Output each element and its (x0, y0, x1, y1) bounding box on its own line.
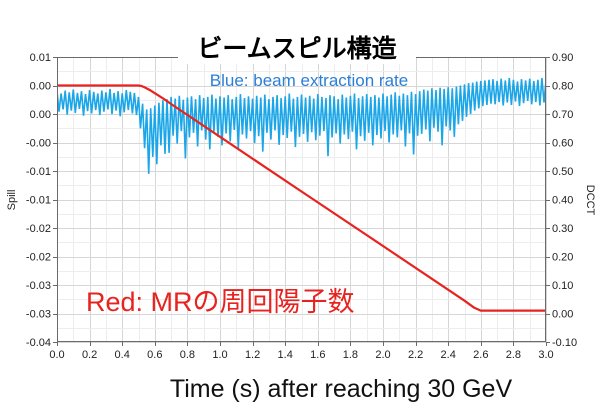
y-right-tick-label: 0.00 (552, 309, 573, 321)
y-right-tick-label: 0.40 (552, 195, 573, 207)
tick-layer: 0.0 0.2 0.4 0.6 0.8 1.0 1.2 1.4 1.6 1.8 2.0 2.2 2.4 2… (26, 52, 577, 361)
y-right-tick-label: 0.70 (552, 109, 573, 121)
dcct-series-line (57, 84, 546, 312)
y-right-tick-label: 0.80 (552, 81, 573, 93)
y-right-tick-label: 0.60 (552, 138, 573, 150)
x-tick-label: 0.0 (49, 349, 64, 361)
title-box (178, 31, 416, 64)
y-left-tick-label: -0.00 (26, 138, 51, 150)
x-tick-label: 0.4 (115, 349, 130, 361)
x-axis-label: Time (s) after reaching 30 GeV (170, 375, 513, 403)
y-left-tick-label: -0.03 (26, 309, 51, 321)
x-tick-label: 0.8 (180, 349, 195, 361)
y-left-tick-label: 0.00 (30, 81, 51, 93)
y-left-tick-label: -0.03 (26, 280, 51, 292)
y-right-tick-label: -0.10 (552, 337, 577, 349)
x-tick-label: 2.8 (506, 349, 521, 361)
x-tick-label: 1.8 (343, 349, 358, 361)
x-tick-label: 2.4 (441, 349, 456, 361)
red-series-note: Red: MRの周回陽子数 (86, 287, 355, 317)
y-left-tick-label: 0.00 (30, 109, 51, 121)
y-left-tick-label: -0.02 (26, 223, 51, 235)
x-tick-label: 2.6 (473, 349, 488, 361)
x-tick-label: 1.2 (245, 349, 260, 361)
x-tick-label: 2.0 (375, 349, 390, 361)
y-right-tick-label: 0.50 (552, 166, 573, 178)
x-tick-label: 2.2 (408, 349, 423, 361)
y-right-tick-label: 0.10 (552, 280, 573, 292)
x-tick-label: 0.6 (147, 349, 162, 361)
series-layer (57, 78, 546, 312)
y-right-axis-label: DCCT (584, 185, 596, 216)
x-tick-label: 0.2 (82, 349, 97, 361)
y-left-tick-label: 0.01 (30, 52, 51, 64)
blue-series-note: Blue: beam extraction rate (210, 71, 408, 90)
chart-title: ビームスピル構造 (197, 35, 396, 63)
x-tick-label: 3.0 (538, 349, 553, 361)
y-left-tick-label: -0.04 (26, 337, 51, 349)
y-left-tick-label: -0.01 (26, 166, 51, 178)
y-right-tick-label: 0.90 (552, 52, 573, 64)
y-left-tick-label: -0.01 (26, 195, 51, 207)
y-right-tick-label: 0.20 (552, 252, 573, 264)
y-left-axis-label: Spill (6, 190, 18, 211)
spill-series-line (57, 78, 546, 174)
y-right-tick-label: 0.30 (552, 223, 573, 235)
x-tick-label: 1.4 (278, 349, 293, 361)
x-tick-label: 1.0 (212, 349, 227, 361)
x-tick-label: 1.6 (310, 349, 325, 361)
y-left-tick-label: -0.02 (26, 252, 51, 264)
